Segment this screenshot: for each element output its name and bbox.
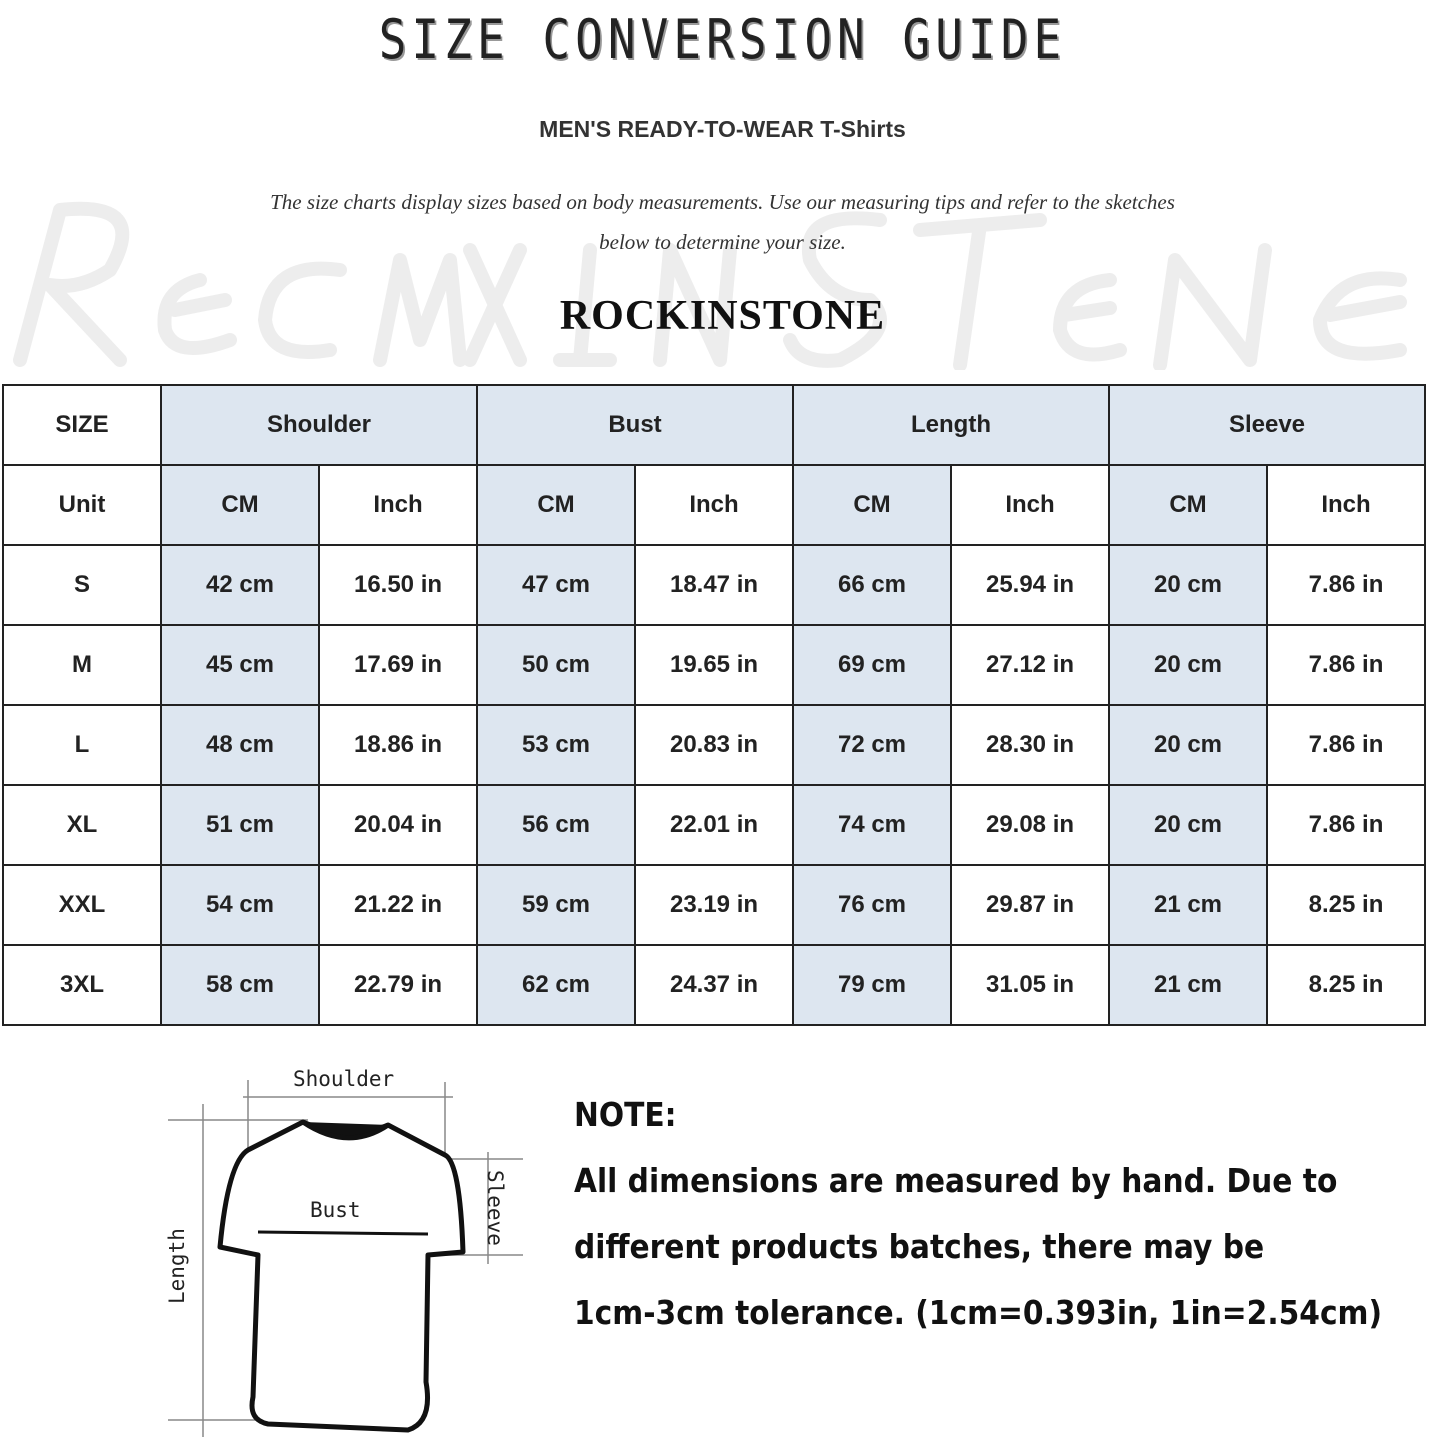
- watermark-logo: [13, 201, 1407, 370]
- measurement-cell: 24.37 in: [634, 944, 794, 1026]
- measurement-cell: 28.30 in: [950, 704, 1110, 786]
- measurement-cell: 16.50 in: [318, 544, 478, 626]
- measurement-cell: 56 cm: [476, 784, 636, 866]
- diagram-sleeve-label: Sleeve: [483, 1170, 507, 1246]
- measurement-cell: 23.19 in: [634, 864, 794, 946]
- description-line-2: below to determine your size.: [599, 230, 846, 254]
- size-cell: L: [2, 704, 162, 786]
- measurement-cell: 20 cm: [1108, 544, 1268, 626]
- measurement-cell: 45 cm: [160, 624, 320, 706]
- unit-header: Inch: [318, 464, 478, 546]
- measurement-cell: 8.25 in: [1266, 944, 1426, 1026]
- measure-lines: [168, 1080, 523, 1437]
- note-line-1: All dimensions are measured by hand. Due…: [574, 1161, 1338, 1200]
- measurement-cell: 20.83 in: [634, 704, 794, 786]
- measurement-cell: 18.47 in: [634, 544, 794, 626]
- measurement-cell: 21 cm: [1108, 864, 1268, 946]
- table-row: XXL 54 cm 21.22 in 59 cm 23.19 in 76 cm 29.87 …: [2, 864, 1426, 946]
- page-title: SIZE CONVERSION GUIDE: [378, 8, 1067, 71]
- measurement-cell: 25.94 in: [950, 544, 1110, 626]
- measurement-cell: 76 cm: [792, 864, 952, 946]
- measurement-cell: 66 cm: [792, 544, 952, 626]
- measurement-cell: 8.25 in: [1266, 864, 1426, 946]
- measurement-cell: 20 cm: [1108, 784, 1268, 866]
- size-cell: XL: [2, 784, 162, 866]
- unit-header: Inch: [950, 464, 1110, 546]
- column-header: Length: [792, 384, 1110, 466]
- note-line-2: different products batches, there may be: [574, 1227, 1265, 1266]
- measurement-cell: 72 cm: [792, 704, 952, 786]
- measurement-cell: 29.08 in: [950, 784, 1110, 866]
- measurement-cell: 48 cm: [160, 704, 320, 786]
- unit-header: Inch: [1266, 464, 1426, 546]
- measurement-cell: 79 cm: [792, 944, 952, 1026]
- measurement-cell: 59 cm: [476, 864, 636, 946]
- measurement-cell: 20 cm: [1108, 704, 1268, 786]
- column-header: Shoulder: [160, 384, 478, 466]
- unit-header: CM: [1108, 464, 1268, 546]
- table-row: L 48 cm 18.86 in 53 cm 20.83 in 72 cm 28.30 in…: [2, 704, 1426, 786]
- measurement-cell: 53 cm: [476, 704, 636, 786]
- table-header-row: SIZE Shoulder Bust Length Sleeve: [2, 384, 1426, 466]
- note-heading: NOTE:: [574, 1095, 677, 1134]
- measurement-cell: 20 cm: [1108, 624, 1268, 706]
- measurement-cell: 21.22 in: [318, 864, 478, 946]
- table-row: M 45 cm 17.69 in 50 cm 19.65 in 69 cm 27.12 in…: [2, 624, 1426, 706]
- measurement-cell: 7.86 in: [1266, 624, 1426, 706]
- unit-header: CM: [160, 464, 320, 546]
- size-cell: 3XL: [2, 944, 162, 1026]
- measurement-cell: 7.86 in: [1266, 544, 1426, 626]
- measurement-cell: 62 cm: [476, 944, 636, 1026]
- measurement-cell: 69 cm: [792, 624, 952, 706]
- measurement-cell: 17.69 in: [318, 624, 478, 706]
- measurement-cell: 54 cm: [160, 864, 320, 946]
- table-row: 3XL 58 cm 22.79 in 62 cm 24.37 in 79 cm 31.05 …: [2, 944, 1426, 1026]
- note-block: NOTE: All dimensions are measured by han…: [574, 1082, 1384, 1346]
- note-line-3: 1cm-3cm tolerance. (1cm=0.393in, 1in=2.5…: [574, 1293, 1383, 1332]
- size-cell: M: [2, 624, 162, 706]
- measurement-cell: 42 cm: [160, 544, 320, 626]
- measurement-cell: 22.79 in: [318, 944, 478, 1026]
- measurement-cell: 22.01 in: [634, 784, 794, 866]
- measurement-cell: 20.04 in: [318, 784, 478, 866]
- column-header: SIZE: [2, 384, 162, 466]
- subtitle: MEN'S READY-TO-WEAR T-Shirts: [539, 116, 906, 142]
- size-table: SIZE Shoulder Bust Length Sleeve Unit CM Inch CM…: [2, 384, 1426, 1026]
- tshirt-diagram: Shoulder Bust Sleeve Length: [165, 1067, 523, 1437]
- size-cell: XXL: [2, 864, 162, 946]
- brand-name: ROCKINSTONE: [559, 293, 886, 339]
- table-unit-row: Unit CM Inch CM Inch CM Inch CM Inch: [2, 464, 1426, 546]
- measurement-cell: 29.87 in: [950, 864, 1110, 946]
- diagram-length-label: Length: [165, 1228, 189, 1304]
- measurement-cell: 21 cm: [1108, 944, 1268, 1026]
- measurement-cell: 50 cm: [476, 624, 636, 706]
- description-line-1: The size charts display sizes based on b…: [270, 190, 1175, 214]
- unit-header: Inch: [634, 464, 794, 546]
- measurement-cell: 27.12 in: [950, 624, 1110, 706]
- table-row: S 42 cm 16.50 in 47 cm 18.47 in 66 cm 25.94 in…: [2, 544, 1426, 626]
- unit-header: CM: [476, 464, 636, 546]
- column-header: Sleeve: [1108, 384, 1426, 466]
- measurement-cell: 7.86 in: [1266, 784, 1426, 866]
- measurement-cell: 19.65 in: [634, 624, 794, 706]
- measurement-cell: 58 cm: [160, 944, 320, 1026]
- size-cell: S: [2, 544, 162, 626]
- unit-header: Unit: [2, 464, 162, 546]
- unit-header: CM: [792, 464, 952, 546]
- diagram-shoulder-label: Shoulder: [293, 1067, 394, 1091]
- measurement-cell: 31.05 in: [950, 944, 1110, 1026]
- table-row: XL 51 cm 20.04 in 56 cm 22.01 in 74 cm 29.08 i…: [2, 784, 1426, 866]
- measurement-cell: 51 cm: [160, 784, 320, 866]
- column-header: Bust: [476, 384, 794, 466]
- measurement-cell: 7.86 in: [1266, 704, 1426, 786]
- measurement-cell: 74 cm: [792, 784, 952, 866]
- tshirt-icon: [217, 1119, 466, 1433]
- diagram-bust-label: Bust: [310, 1198, 361, 1222]
- measurement-cell: 47 cm: [476, 544, 636, 626]
- measurement-cell: 18.86 in: [318, 704, 478, 786]
